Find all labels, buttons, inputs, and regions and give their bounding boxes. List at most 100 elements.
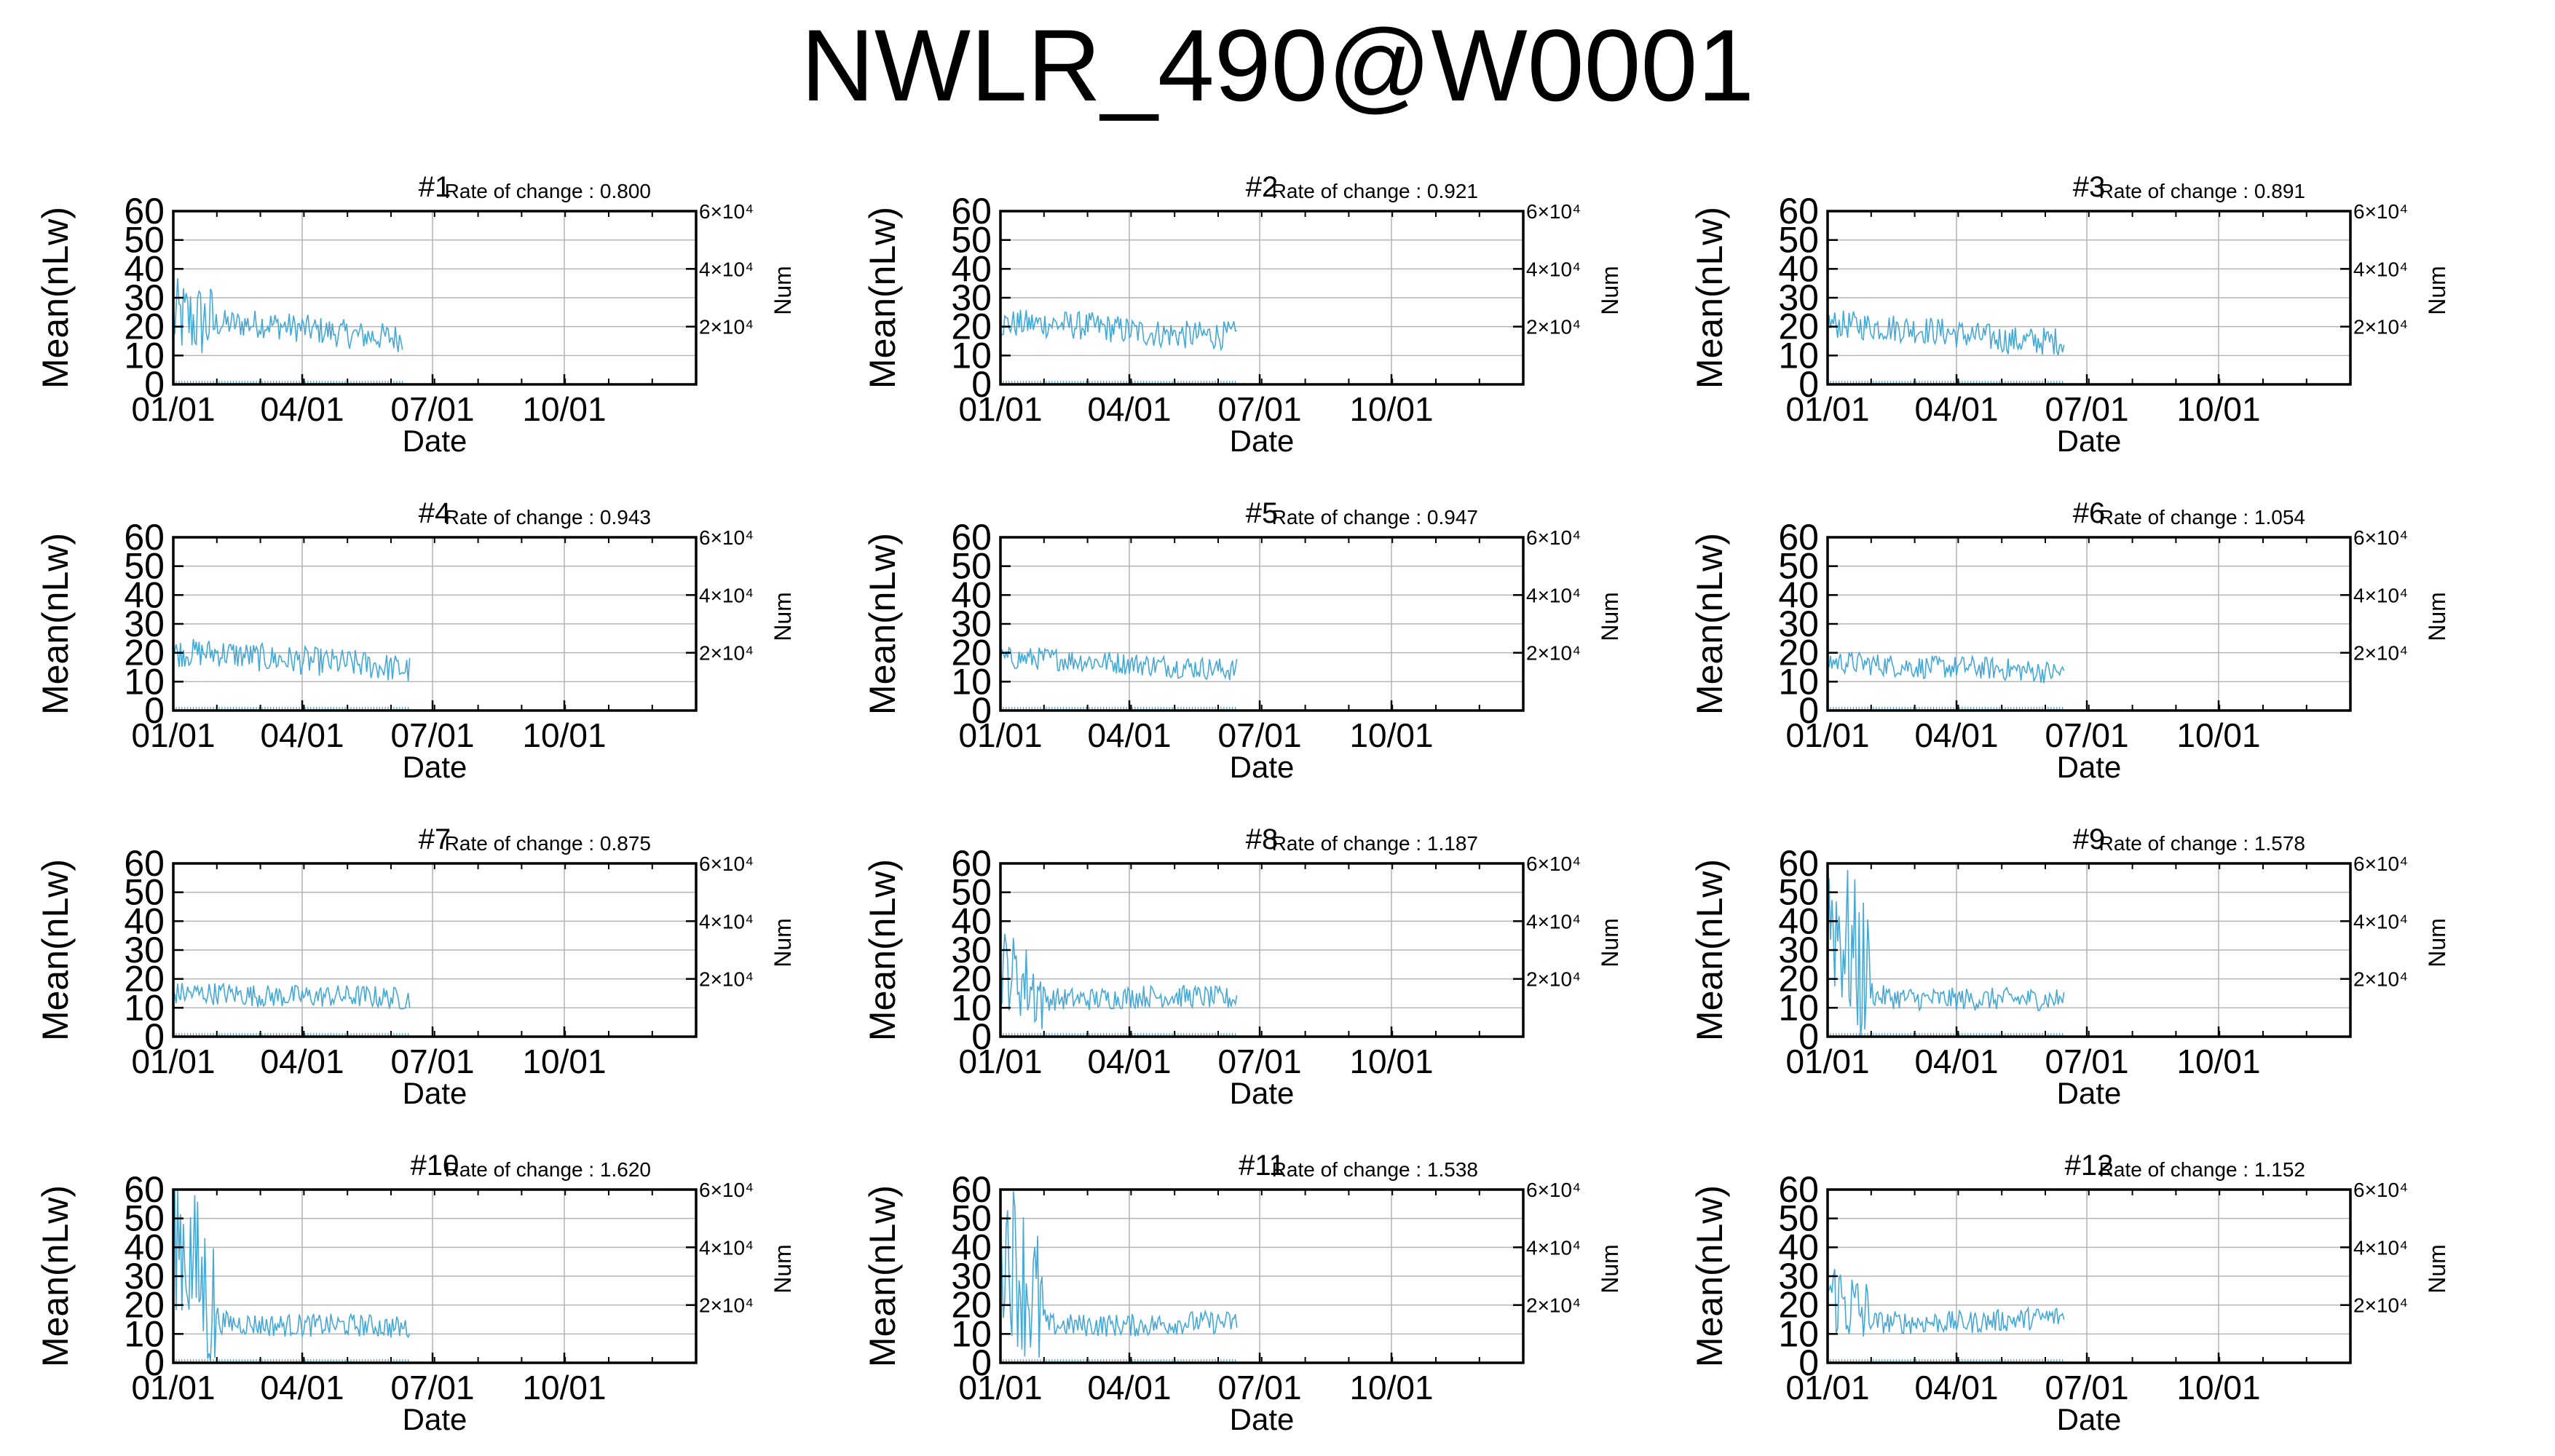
rate-of-change-annotation: Rate of change : 1.578 bbox=[2099, 832, 2305, 855]
y-tick-label: 60 bbox=[124, 517, 165, 558]
series-line bbox=[1827, 310, 2065, 356]
y-tick-label: 60 bbox=[1778, 191, 1819, 232]
y-tick-label: 0 bbox=[144, 690, 165, 731]
y2-tick-label: 6×10⁴ bbox=[699, 200, 754, 223]
x-tick-label: 04/01 bbox=[260, 390, 344, 428]
rate-of-change-annotation: Rate of change : 1.187 bbox=[1272, 832, 1478, 855]
y2-tick-label: 4×10⁴ bbox=[2353, 1236, 2408, 1259]
x-tick-label: 07/01 bbox=[2045, 390, 2128, 428]
rate-of-change-annotation: Rate of change : 0.800 bbox=[445, 180, 651, 202]
y2-tick-label: 2×10⁴ bbox=[1526, 968, 1581, 991]
y2-axis-label: Num bbox=[1597, 918, 1623, 968]
y2-tick-label: 2×10⁴ bbox=[1526, 642, 1581, 665]
y-tick-label: 50 bbox=[124, 546, 165, 587]
y-tick-label: 40 bbox=[1778, 901, 1819, 941]
y2-axis-label: Num bbox=[1597, 1244, 1623, 1294]
y2-tick-label: 6×10⁴ bbox=[2353, 200, 2408, 223]
figure-title: NWLR_490@W0001 bbox=[800, 8, 1755, 122]
x-tick-label: 01/01 bbox=[131, 1369, 215, 1406]
x-tick-label: 01/01 bbox=[1785, 390, 1869, 428]
x-tick-label: 04/01 bbox=[1087, 716, 1171, 754]
subplot-title: #8 bbox=[1246, 823, 1279, 855]
series-line bbox=[1827, 1269, 2065, 1337]
x-axis-label: Date bbox=[2057, 1076, 2122, 1110]
y-tick-label: 30 bbox=[951, 1256, 992, 1297]
y2-tick-label: 4×10⁴ bbox=[1526, 1236, 1581, 1259]
x-axis-label: Date bbox=[403, 424, 467, 458]
x-tick-label: 10/01 bbox=[2176, 390, 2260, 428]
y-tick-label: 50 bbox=[124, 220, 165, 261]
y-tick-label: 60 bbox=[1778, 517, 1819, 558]
x-tick-label: 01/01 bbox=[958, 1042, 1042, 1080]
y-tick-label: 40 bbox=[1778, 248, 1819, 289]
y-tick-label: 10 bbox=[124, 987, 165, 1028]
y-tick-label: 20 bbox=[124, 1285, 165, 1326]
x-tick-label: 04/01 bbox=[260, 716, 344, 754]
y-tick-label: 50 bbox=[951, 872, 992, 913]
y-tick-label: 10 bbox=[951, 1313, 992, 1354]
rate-of-change-annotation: Rate of change : 0.943 bbox=[445, 506, 651, 529]
y-tick-label: 50 bbox=[1778, 1198, 1819, 1239]
y-tick-label: 0 bbox=[1798, 1016, 1819, 1057]
y-tick-label: 40 bbox=[124, 248, 165, 289]
y2-tick-label: 4×10⁴ bbox=[1526, 584, 1581, 606]
y-tick-label: 30 bbox=[1778, 277, 1819, 318]
x-tick-label: 01/01 bbox=[1785, 716, 1869, 754]
x-tick-label: 04/01 bbox=[1087, 390, 1171, 428]
x-axis-label: Date bbox=[2057, 750, 2122, 784]
y-tick-label: 50 bbox=[124, 872, 165, 913]
y-tick-label: 20 bbox=[124, 959, 165, 1000]
subplot-title: #7 bbox=[419, 823, 451, 855]
x-tick-label: 04/01 bbox=[1087, 1369, 1171, 1406]
y2-tick-label: 4×10⁴ bbox=[699, 258, 754, 280]
y-tick-label: 0 bbox=[1798, 364, 1819, 405]
rate-of-change-annotation: Rate of change : 1.054 bbox=[2099, 506, 2305, 529]
y-tick-label: 40 bbox=[951, 248, 992, 289]
x-tick-label: 01/01 bbox=[131, 1042, 215, 1080]
y-tick-label: 60 bbox=[124, 843, 165, 884]
y-tick-label: 20 bbox=[1778, 633, 1819, 673]
y-tick-label: 20 bbox=[1778, 1285, 1819, 1326]
series-line bbox=[1000, 933, 1238, 1029]
rate-of-change-annotation: Rate of change : 0.921 bbox=[1272, 180, 1478, 202]
y-tick-label: 30 bbox=[1778, 1256, 1819, 1297]
y2-tick-label: 6×10⁴ bbox=[1526, 1179, 1581, 1201]
y-tick-label: 40 bbox=[951, 574, 992, 615]
y2-tick-label: 2×10⁴ bbox=[1526, 316, 1581, 339]
y-tick-label: 30 bbox=[124, 277, 165, 318]
y2-axis-label: Num bbox=[770, 1244, 796, 1294]
y2-tick-label: 6×10⁴ bbox=[2353, 1179, 2408, 1201]
y-axis-label: Mean(nLw) bbox=[1689, 1185, 1730, 1367]
x-tick-label: 10/01 bbox=[1349, 716, 1433, 754]
y-axis-label: Mean(nLw) bbox=[35, 859, 76, 1041]
y2-tick-label: 6×10⁴ bbox=[2353, 526, 2408, 549]
x-tick-label: 07/01 bbox=[390, 1042, 474, 1080]
y2-tick-label: 4×10⁴ bbox=[2353, 910, 2408, 933]
y-tick-label: 0 bbox=[144, 1016, 165, 1057]
y-tick-label: 10 bbox=[124, 335, 165, 376]
y2-tick-label: 4×10⁴ bbox=[699, 910, 754, 933]
x-tick-label: 04/01 bbox=[1914, 716, 1998, 754]
y2-tick-label: 4×10⁴ bbox=[1526, 258, 1581, 280]
y-tick-label: 10 bbox=[1778, 661, 1819, 702]
y2-tick-label: 2×10⁴ bbox=[2353, 968, 2408, 991]
y2-tick-label: 6×10⁴ bbox=[699, 1179, 754, 1201]
x-tick-label: 04/01 bbox=[1914, 390, 1998, 428]
x-axis-label: Date bbox=[1230, 750, 1295, 784]
y2-tick-label: 2×10⁴ bbox=[699, 316, 754, 339]
x-tick-label: 04/01 bbox=[1914, 1042, 1998, 1080]
y-axis-label: Mean(nLw) bbox=[862, 533, 903, 715]
subplot-title: #12 bbox=[2065, 1150, 2114, 1182]
x-axis-label: Date bbox=[2057, 424, 2122, 458]
subplot-title: #10 bbox=[411, 1150, 459, 1182]
y-tick-label: 0 bbox=[144, 364, 165, 405]
y2-tick-label: 6×10⁴ bbox=[2353, 852, 2408, 875]
x-tick-label: 07/01 bbox=[390, 716, 474, 754]
x-tick-label: 01/01 bbox=[131, 390, 215, 428]
